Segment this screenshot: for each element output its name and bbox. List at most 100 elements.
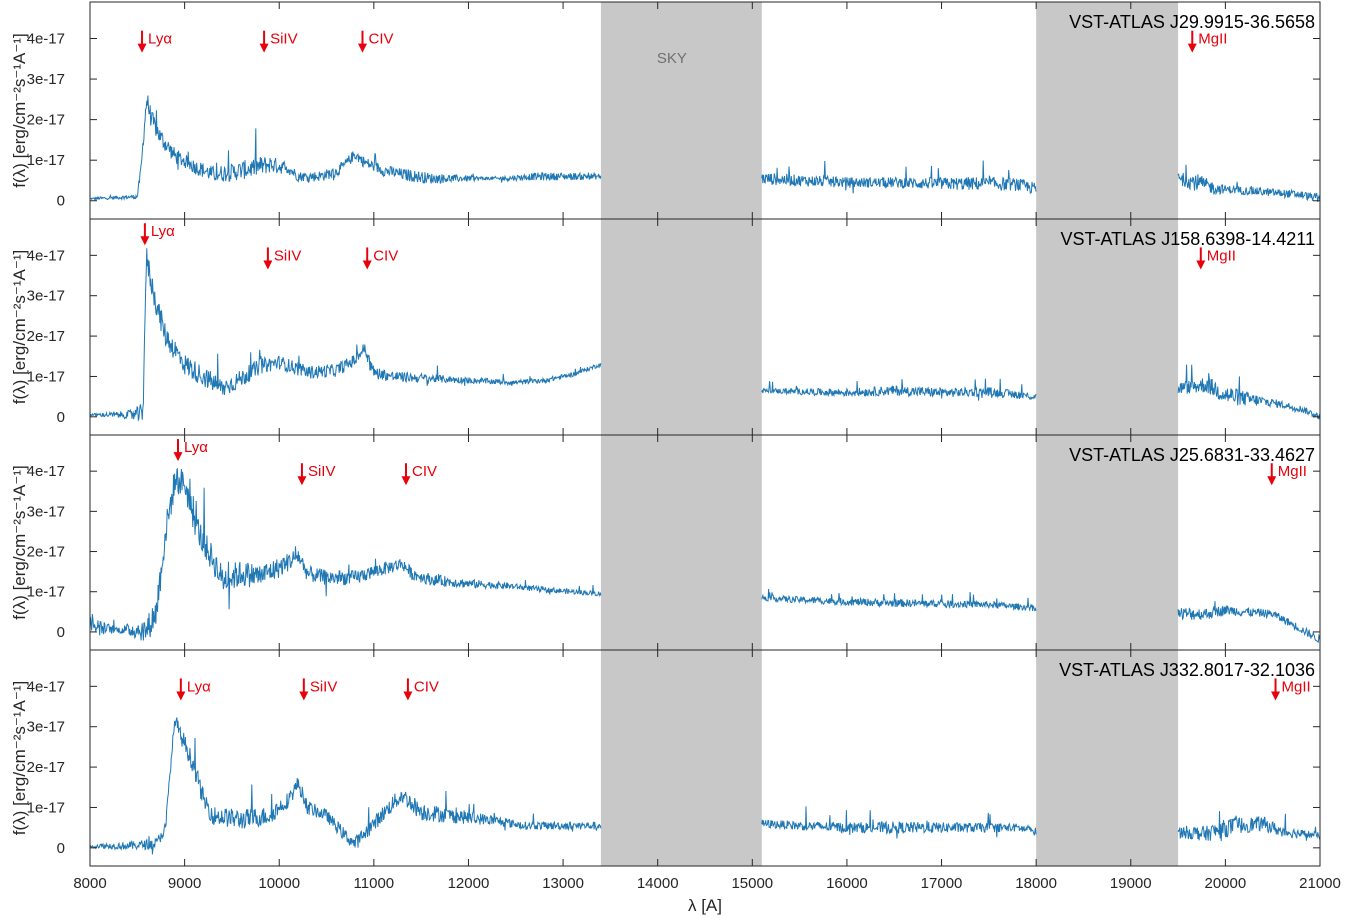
marker-label: Lyα xyxy=(151,223,175,240)
marker-arrow-head xyxy=(1267,476,1277,486)
y-tick-label: 3e-17 xyxy=(27,288,65,305)
y-tick-label: 4e-17 xyxy=(27,463,65,480)
line-marker-Lyα: Lyα xyxy=(137,30,172,53)
x-tick-label: 13000 xyxy=(542,875,584,892)
y-tick-label: 0 xyxy=(57,193,65,210)
y-axis-title: f(λ) [erg/cm⁻²s⁻¹A⁻¹] xyxy=(10,681,29,835)
marker-arrow-head xyxy=(1187,43,1197,53)
panel-title-2: VST-ATLAS J158.6398-14.4211 xyxy=(1061,229,1316,249)
panel-frames xyxy=(89,1,1321,867)
spectrum-panel-4-segment-1 xyxy=(89,717,602,855)
y-tick-label: 0 xyxy=(57,409,65,426)
y-tick-label: 4e-17 xyxy=(27,31,65,48)
line-marker-MgII: MgII xyxy=(1187,30,1227,53)
y-tick-label: 3e-17 xyxy=(27,719,65,736)
x-axis-title: λ [A] xyxy=(688,896,722,915)
spectrum-panel-2-segment-1 xyxy=(89,248,602,422)
spectrum-panel-4-segment-3 xyxy=(1177,811,1321,842)
y-tick-label: 1e-17 xyxy=(27,799,65,816)
marker-label: SiIV xyxy=(310,678,338,695)
spectrum-panel-1-segment-2 xyxy=(761,160,1037,195)
y-tick-label: 3e-17 xyxy=(27,503,65,520)
y-tick-label: 2e-17 xyxy=(27,328,65,345)
spectrum-panel-1-segment-3 xyxy=(1177,164,1321,202)
marker-label: MgII xyxy=(1282,678,1311,695)
marker-label: Lyα xyxy=(187,678,211,695)
line-markers: Lyα SiIV CIV MgII Lyα SiIV CIV MgII Lyα SiIV CIV Mg… xyxy=(137,30,1311,701)
y-axis-title: f(λ) [erg/cm⁻²s⁻¹A⁻¹] xyxy=(10,250,29,404)
line-marker-CIV: CIV xyxy=(357,30,394,53)
marker-label: MgII xyxy=(1278,463,1307,480)
line-marker-MgII: MgII xyxy=(1196,247,1236,270)
marker-label: CIV xyxy=(368,31,393,48)
marker-arrow-head xyxy=(357,43,367,53)
line-marker-SiIV: SiIV xyxy=(299,678,338,701)
y-tick-label: 4e-17 xyxy=(27,247,65,264)
panel-title-3: VST-ATLAS J25.6831-33.4627 xyxy=(1069,445,1315,465)
marker-label: Lyα xyxy=(148,31,172,48)
marker-arrow-head xyxy=(173,452,183,462)
x-tick-label: 19000 xyxy=(1110,875,1152,892)
y-tick-label: 4e-17 xyxy=(27,678,65,695)
line-marker-CIV: CIV xyxy=(403,678,439,701)
marker-arrow-head xyxy=(362,260,372,270)
marker-arrow-head xyxy=(137,43,147,53)
marker-arrow-head xyxy=(259,43,269,53)
panel-frame-4 xyxy=(89,649,1321,867)
y-axis-titles: f(λ) [erg/cm⁻²s⁻¹A⁻¹] f(λ) [erg/cm⁻²s⁻¹A⁻… xyxy=(10,33,29,835)
y-tick-label: 2e-17 xyxy=(27,544,65,561)
spectrum-panel-2-segment-3 xyxy=(1177,364,1321,420)
marker-label: SiIV xyxy=(274,247,302,264)
line-marker-SiIV: SiIV xyxy=(297,463,336,486)
marker-arrow-head xyxy=(401,476,411,486)
y-axis-title: f(λ) [erg/cm⁻²s⁻¹A⁻¹] xyxy=(10,465,29,619)
x-tick-label: 18000 xyxy=(1015,875,1057,892)
x-tick-label: 15000 xyxy=(731,875,773,892)
x-tick-label: 20000 xyxy=(1205,875,1247,892)
panel-title-4: VST-ATLAS J332.8017-32.1036 xyxy=(1059,660,1315,680)
line-marker-Lyα: Lyα xyxy=(173,439,208,462)
spectrum-panel-3-segment-3 xyxy=(1177,601,1321,643)
marker-arrow-head xyxy=(140,236,150,246)
marker-arrow-head xyxy=(263,260,273,270)
line-marker-CIV: CIV xyxy=(401,463,437,486)
marker-arrow-head xyxy=(176,691,186,701)
spectrum-panel-1-segment-1 xyxy=(90,95,602,202)
panel-titles: VST-ATLAS J29.9915-36.5658 VST-ATLAS J158… xyxy=(1059,12,1315,680)
spectrum-panel-4-segment-2 xyxy=(761,806,1037,839)
line-marker-Lyα: Lyα xyxy=(176,678,211,701)
x-tick-label: 11000 xyxy=(354,875,395,892)
y-axis-title: f(λ) [erg/cm⁻²s⁻¹A⁻¹] xyxy=(10,33,29,187)
x-tick-label: 9000 xyxy=(168,875,201,892)
x-tick-label: 21000 xyxy=(1299,875,1341,892)
x-tick-label: 8000 xyxy=(73,875,106,892)
y-tick-label: 2e-17 xyxy=(27,759,65,776)
spectrum-panel-3-segment-2 xyxy=(761,588,1037,612)
line-marker-CIV: CIV xyxy=(362,247,398,270)
line-marker-SiIV: SiIV xyxy=(259,30,298,53)
x-tick-label: 17000 xyxy=(921,875,963,892)
axis-ticks: 0 1e-17 2e-17 3e-17 4e-17 0 1e-17 2e-17 3e-17 4e-… xyxy=(27,2,1341,892)
y-tick-label: 1e-17 xyxy=(27,368,65,385)
line-marker-MgII: MgII xyxy=(1267,463,1307,486)
x-tick-label: 14000 xyxy=(637,875,679,892)
y-tick-label: 1e-17 xyxy=(27,152,65,169)
marker-label: SiIV xyxy=(308,463,336,480)
marker-arrow-head xyxy=(1196,260,1206,270)
marker-label: MgII xyxy=(1207,247,1236,264)
y-tick-label: 1e-17 xyxy=(27,584,65,601)
y-tick-label: 0 xyxy=(57,624,65,641)
sky-band-1 xyxy=(600,2,762,866)
sky-label: SKY xyxy=(657,50,687,67)
marker-arrow-head xyxy=(1271,691,1281,701)
y-tick-label: 2e-17 xyxy=(27,112,65,129)
sky-bands xyxy=(600,2,1179,866)
marker-label: MgII xyxy=(1198,31,1227,48)
line-marker-SiIV: SiIV xyxy=(263,247,302,270)
panel-title-1: VST-ATLAS J29.9915-36.5658 xyxy=(1069,12,1315,32)
y-tick-label: 0 xyxy=(57,840,65,857)
marker-arrow-head xyxy=(297,476,307,486)
y-tick-label: 3e-17 xyxy=(27,71,65,88)
spectrum-panel-2-segment-2 xyxy=(761,378,1037,401)
